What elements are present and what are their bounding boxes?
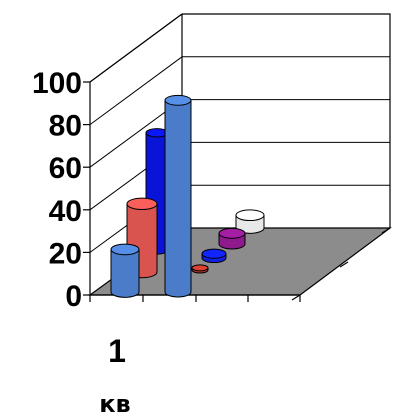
bar-body: [164, 99, 192, 298]
bar-top: [218, 227, 246, 239]
depth-tick-mark: [291, 294, 301, 301]
gridline-left-wall: [89, 13, 183, 83]
category-label-line1: 1: [108, 333, 126, 369]
bar-top: [235, 209, 265, 222]
bar-top: [126, 197, 158, 211]
bar-series-1: [110, 243, 140, 298]
back-wall-edge: [182, 13, 391, 228]
depth-tick-mark: [339, 261, 349, 268]
bar-top: [164, 94, 192, 106]
chart-bars: [110, 94, 265, 298]
depth-tick-mark: [381, 227, 391, 234]
bar-series-5: [191, 264, 209, 274]
y-tick-label: 20: [49, 237, 82, 270]
y-tick-label: 80: [49, 110, 82, 143]
y-tick-label: 60: [49, 152, 82, 185]
bar-top: [191, 264, 209, 272]
bar-body: [110, 248, 140, 298]
bar-series-6: [201, 248, 227, 264]
bar-top: [201, 248, 227, 259]
bar-series-7: [218, 227, 246, 250]
category-label-line2: кв: [99, 390, 130, 417]
bar-top: [110, 243, 140, 256]
bar-series-4: [164, 94, 192, 298]
gridline-left-wall: [89, 56, 183, 126]
y-tick-label: 0: [65, 280, 82, 313]
y-tick-label: 40: [49, 195, 82, 228]
y-tick-label: 100: [32, 67, 82, 100]
y-axis-ticks: 100 80 60 40 20 0: [32, 67, 90, 313]
